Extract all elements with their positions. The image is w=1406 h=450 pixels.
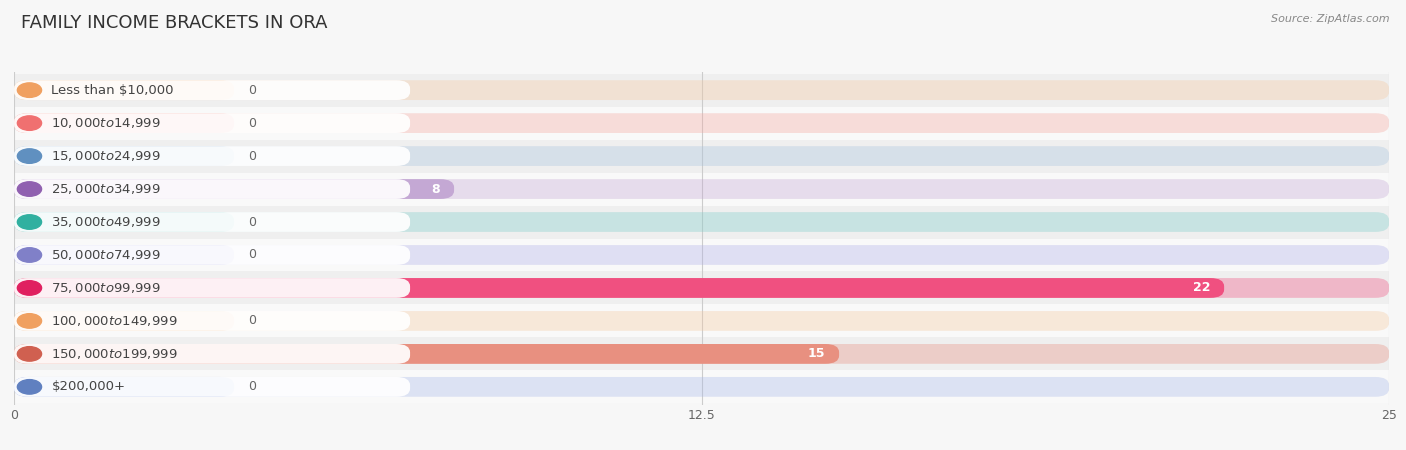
FancyBboxPatch shape: [14, 278, 411, 298]
Text: 0: 0: [247, 315, 256, 328]
FancyBboxPatch shape: [14, 377, 411, 397]
Circle shape: [17, 215, 42, 229]
Circle shape: [17, 281, 42, 295]
FancyBboxPatch shape: [14, 212, 411, 232]
Text: 0: 0: [247, 248, 256, 261]
Circle shape: [17, 248, 42, 262]
FancyBboxPatch shape: [14, 377, 1389, 397]
FancyBboxPatch shape: [14, 377, 233, 397]
Text: $15,000 to $24,999: $15,000 to $24,999: [52, 149, 162, 163]
FancyBboxPatch shape: [14, 146, 233, 166]
Circle shape: [17, 83, 42, 97]
FancyBboxPatch shape: [14, 245, 233, 265]
Circle shape: [17, 182, 42, 196]
FancyBboxPatch shape: [14, 311, 1389, 331]
Text: 0: 0: [247, 84, 256, 97]
FancyBboxPatch shape: [14, 113, 1389, 133]
Text: $50,000 to $74,999: $50,000 to $74,999: [52, 248, 162, 262]
FancyBboxPatch shape: [14, 212, 233, 232]
FancyBboxPatch shape: [14, 146, 411, 166]
Text: 0: 0: [247, 149, 256, 162]
FancyBboxPatch shape: [14, 179, 411, 199]
Circle shape: [17, 314, 42, 328]
Text: 0: 0: [247, 380, 256, 393]
FancyBboxPatch shape: [14, 179, 454, 199]
Bar: [0, 172, 1406, 206]
FancyBboxPatch shape: [14, 80, 233, 100]
Text: $25,000 to $34,999: $25,000 to $34,999: [52, 182, 162, 196]
Bar: [0, 140, 1406, 172]
FancyBboxPatch shape: [14, 344, 1389, 364]
Bar: [0, 271, 1406, 305]
FancyBboxPatch shape: [14, 113, 411, 133]
FancyBboxPatch shape: [14, 278, 1389, 298]
FancyBboxPatch shape: [14, 146, 1389, 166]
FancyBboxPatch shape: [14, 179, 1389, 199]
Text: 15: 15: [808, 347, 825, 360]
Bar: [0, 107, 1406, 140]
Text: $200,000+: $200,000+: [52, 380, 125, 393]
Text: Source: ZipAtlas.com: Source: ZipAtlas.com: [1271, 14, 1389, 23]
Bar: [0, 370, 1406, 403]
Bar: [0, 74, 1406, 107]
FancyBboxPatch shape: [14, 311, 233, 331]
Bar: [0, 305, 1406, 338]
Circle shape: [17, 149, 42, 163]
FancyBboxPatch shape: [14, 245, 1389, 265]
Circle shape: [17, 346, 42, 361]
Bar: [0, 338, 1406, 370]
Text: FAMILY INCOME BRACKETS IN ORA: FAMILY INCOME BRACKETS IN ORA: [21, 14, 328, 32]
FancyBboxPatch shape: [14, 113, 233, 133]
FancyBboxPatch shape: [14, 344, 839, 364]
Bar: [0, 206, 1406, 238]
FancyBboxPatch shape: [14, 344, 411, 364]
Circle shape: [17, 380, 42, 394]
Text: $150,000 to $199,999: $150,000 to $199,999: [52, 347, 179, 361]
Text: $35,000 to $49,999: $35,000 to $49,999: [52, 215, 162, 229]
Circle shape: [17, 116, 42, 130]
Text: 22: 22: [1192, 281, 1211, 294]
FancyBboxPatch shape: [14, 245, 411, 265]
Bar: [0, 238, 1406, 271]
FancyBboxPatch shape: [14, 80, 411, 100]
Text: $75,000 to $99,999: $75,000 to $99,999: [52, 281, 162, 295]
Text: 8: 8: [432, 183, 440, 196]
Text: 0: 0: [247, 117, 256, 130]
Text: 0: 0: [247, 216, 256, 229]
Text: $10,000 to $14,999: $10,000 to $14,999: [52, 116, 162, 130]
FancyBboxPatch shape: [14, 80, 1389, 100]
FancyBboxPatch shape: [14, 278, 1225, 298]
Text: $100,000 to $149,999: $100,000 to $149,999: [52, 314, 179, 328]
FancyBboxPatch shape: [14, 311, 411, 331]
Text: Less than $10,000: Less than $10,000: [52, 84, 174, 97]
FancyBboxPatch shape: [14, 212, 1389, 232]
